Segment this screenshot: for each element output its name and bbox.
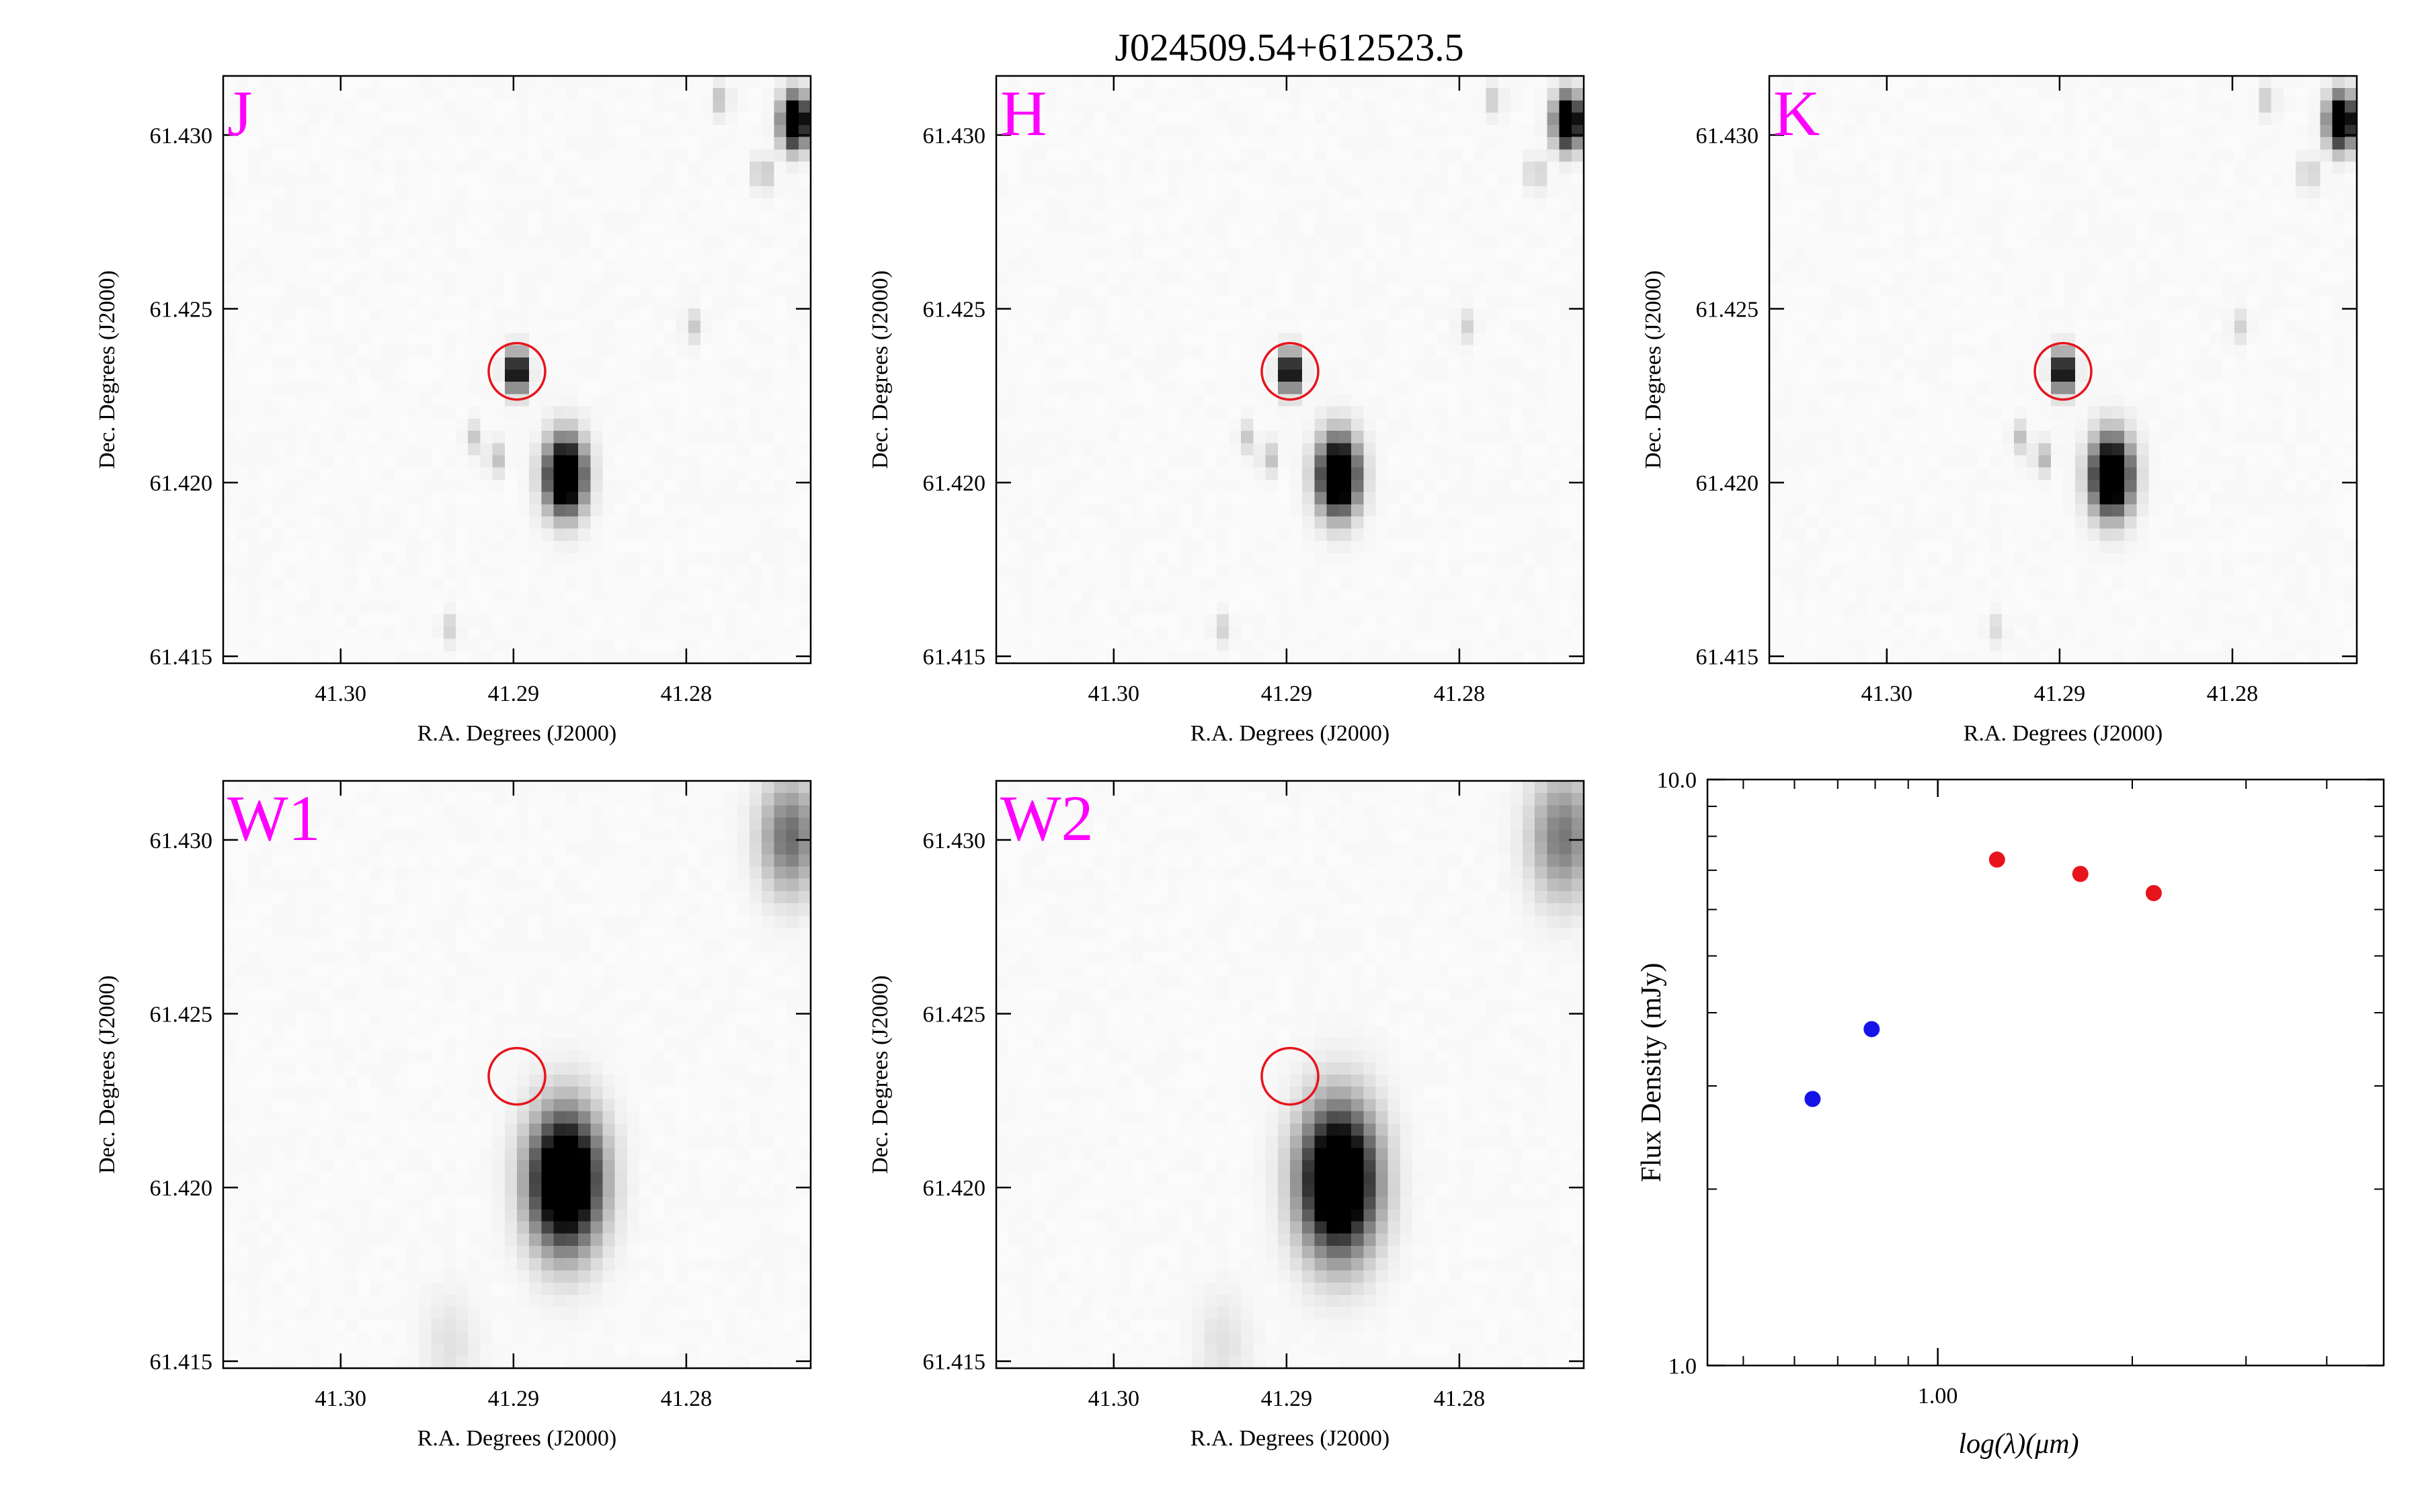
x-tick-label: 41.28 (661, 1386, 713, 1411)
cutout-image-j (223, 76, 811, 663)
y-tick-label: 61.420 (1696, 471, 1759, 496)
panel-j: 41.28 41.29 41.30 61.415 61.420 61.425 61.430 R… (95, 75, 812, 746)
panel-w1: 41.28 41.29 41.30 61.415 61.420 61.425 61.430 R… (95, 780, 812, 1451)
y-tick-label: 61.425 (1696, 297, 1759, 322)
x-tick-label: 41.29 (488, 681, 540, 706)
x-tick-label: 41.30 (315, 681, 367, 706)
y-tick-label: 61.425 (923, 297, 986, 322)
cutout-image-h (996, 76, 1584, 663)
y-tick-label: 61.415 (150, 1350, 213, 1375)
target-circle (487, 341, 547, 401)
x-tick-label: 41.28 (1434, 1386, 1486, 1411)
y-axis-label: Dec. Degrees (J2000) (1641, 270, 1666, 469)
panel-frame (1768, 75, 2358, 665)
x-axis-label: R.A. Degrees (J2000) (417, 721, 617, 746)
panel-frame (222, 780, 812, 1370)
band-label: K (1773, 77, 1820, 149)
sed-point (1988, 851, 2005, 868)
panel-frame (995, 75, 1585, 665)
x-tick-label: 41.30 (1088, 681, 1140, 706)
y-tick-label: 61.430 (923, 829, 986, 853)
x-axis-label: R.A. Degrees (J2000) (417, 1426, 617, 1451)
y-tick-label: 61.430 (150, 124, 213, 149)
y-tick-label: 61.415 (923, 1350, 986, 1375)
sed-y-tick-label: 1.0 (1668, 1354, 1697, 1379)
sed-point (2072, 866, 2089, 882)
y-tick-label: 61.425 (150, 297, 213, 322)
y-tick-label: 61.425 (923, 1002, 986, 1027)
y-tick-label: 61.420 (150, 1176, 213, 1201)
panel-frame (995, 780, 1585, 1370)
y-axis-label: Dec. Degrees (J2000) (95, 270, 120, 469)
panel-frame (222, 75, 812, 665)
target-circle (1260, 341, 1320, 401)
x-axis-label: R.A. Degrees (J2000) (1964, 721, 2163, 746)
target-circle (2033, 341, 2093, 401)
y-axis-label: Dec. Degrees (J2000) (868, 270, 893, 469)
panel-k: 41.28 41.29 41.30 61.415 61.420 61.425 61.430 R… (1641, 75, 2358, 746)
cutout-image-w1 (223, 781, 811, 1368)
cutout-image-w2 (996, 781, 1584, 1368)
x-tick-label: 41.30 (1088, 1386, 1140, 1411)
x-tick-label: 41.29 (1261, 681, 1313, 706)
band-label: H (1000, 77, 1047, 149)
y-axis-label: Dec. Degrees (J2000) (95, 975, 120, 1174)
x-tick-label: 41.29 (1261, 1386, 1313, 1411)
panel-w2: 41.28 41.29 41.30 61.415 61.420 61.425 61.430 R… (868, 780, 1585, 1451)
y-tick-label: 61.430 (923, 124, 986, 149)
sed-x-axis-label: log(λ)(μm) (1958, 1429, 2079, 1460)
sed-point (1863, 1021, 1880, 1038)
x-tick-label: 41.28 (2207, 681, 2259, 706)
y-tick-label: 61.420 (923, 471, 986, 496)
y-tick-label: 61.420 (923, 1176, 986, 1201)
y-tick-label: 61.430 (1696, 124, 1759, 149)
x-axis-label: R.A. Degrees (J2000) (1191, 721, 1390, 746)
x-tick-label: 41.30 (1861, 681, 1913, 706)
x-tick-label: 41.29 (488, 1386, 540, 1411)
panel-h: 41.28 41.29 41.30 61.415 61.420 61.425 61.430 R… (868, 75, 1585, 746)
sed-x-tick-label: 1.00 (1918, 1384, 1958, 1409)
sed-point (1804, 1091, 1821, 1107)
sed-point (2145, 885, 2162, 902)
cutout-image-k (1769, 76, 2357, 663)
target-circle (1260, 1046, 1320, 1106)
panel-sed: 1.00 1.0 10.0 log(λ)(μm) Flux Density (mJy) (1636, 768, 2385, 1460)
band-label: W2 (1000, 782, 1094, 854)
x-tick-label: 41.28 (1434, 681, 1486, 706)
x-tick-label: 41.29 (2034, 681, 2086, 706)
y-axis-label: Dec. Degrees (J2000) (868, 975, 893, 1174)
band-label: J (227, 77, 252, 149)
x-axis-label: R.A. Degrees (J2000) (1191, 1426, 1390, 1451)
y-tick-label: 61.415 (150, 645, 213, 670)
x-tick-label: 41.28 (661, 681, 713, 706)
sed-frame (1706, 778, 2385, 1367)
target-circle (487, 1046, 547, 1106)
y-tick-label: 61.415 (923, 645, 986, 670)
sed-y-tick-label: 10.0 (1657, 768, 1697, 793)
x-tick-label: 41.30 (315, 1386, 367, 1411)
band-label: W1 (227, 782, 321, 854)
y-tick-label: 61.415 (1696, 645, 1759, 670)
sed-y-axis-label: Flux Density (mJy) (1636, 963, 1667, 1183)
y-tick-label: 61.420 (150, 471, 213, 496)
y-tick-label: 61.430 (150, 829, 213, 853)
figure-title: J024509.54+612523.5 (1115, 26, 1463, 69)
y-tick-label: 61.425 (150, 1002, 213, 1027)
